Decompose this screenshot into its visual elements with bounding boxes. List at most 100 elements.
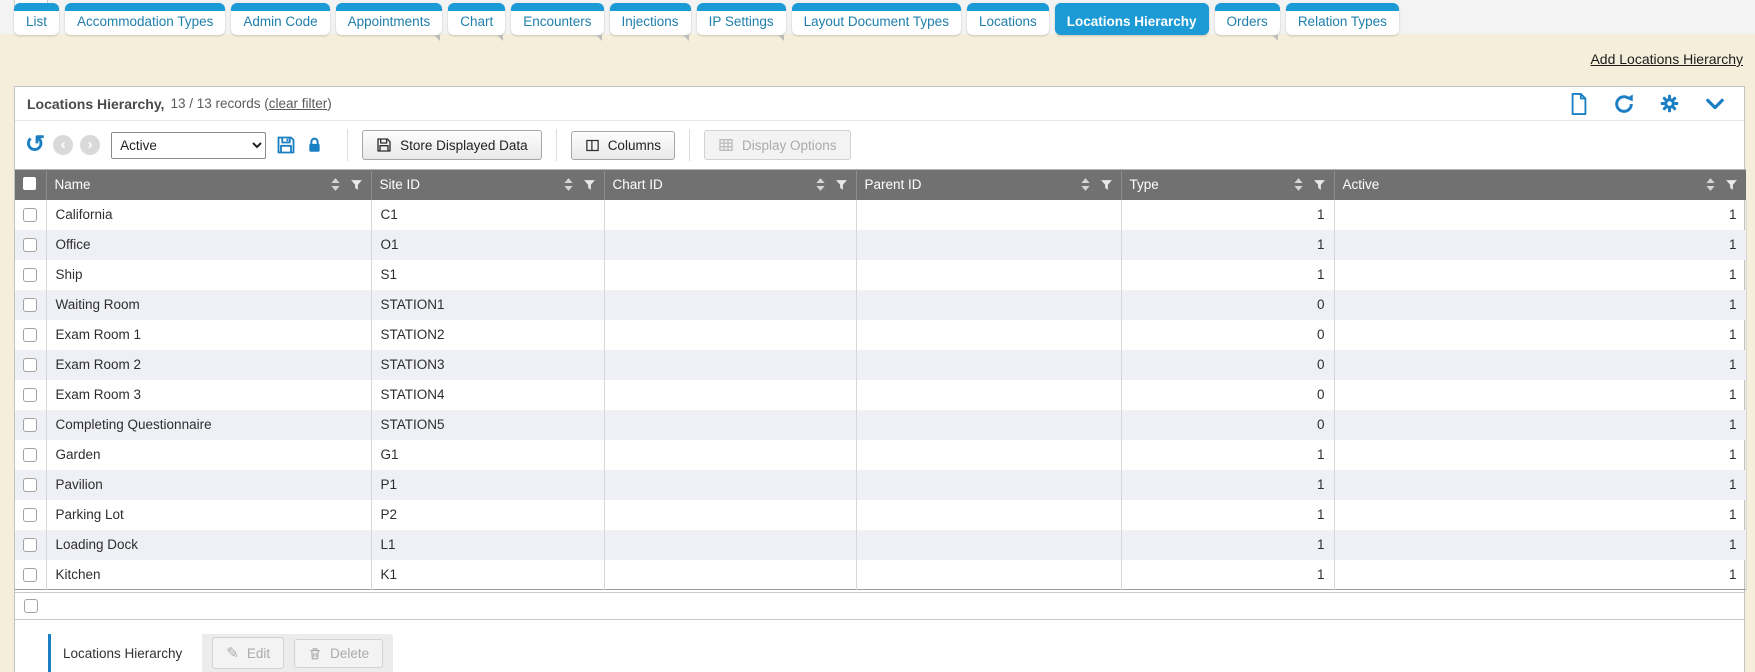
cell-type: 1: [1121, 469, 1335, 500]
submenu-indicator-icon: [777, 35, 784, 41]
detail-tab-locations-hierarchy[interactable]: Locations Hierarchy: [48, 634, 203, 672]
cell-site-id: G1: [371, 439, 605, 470]
tab-top-accent: [335, 3, 443, 11]
submenu-indicator-icon: [1271, 35, 1278, 41]
row-checkbox[interactable]: [23, 238, 38, 253]
tab-ip-settings[interactable]: IP Settings: [696, 3, 786, 41]
filter-icon[interactable]: [1725, 178, 1738, 192]
previous-page-icon[interactable]: [53, 135, 74, 155]
row-checkbox[interactable]: [23, 538, 38, 553]
tab-accommodation-types[interactable]: Accommodation Types: [65, 3, 226, 35]
cell-chart-id: [604, 199, 857, 230]
row-checkbox[interactable]: [23, 478, 38, 493]
delete-button[interactable]: Delete: [294, 638, 384, 668]
tab-top-accent: [511, 3, 604, 11]
toolbar-separator: [555, 129, 557, 161]
cell-type: 0: [1121, 319, 1335, 350]
cell-chart-id: [604, 229, 857, 260]
select-all-checkbox[interactable]: [23, 176, 36, 190]
tab-appointments[interactable]: Appointments: [335, 3, 443, 41]
cell-active: 1: [1334, 559, 1747, 590]
toolbar-separator: [347, 129, 349, 161]
row-checkbox[interactable]: [23, 358, 38, 373]
table-row: Loading Dock L1 1 1: [15, 529, 1747, 560]
cell-type: 0: [1121, 289, 1335, 320]
tab-injections[interactable]: Injections: [609, 3, 691, 41]
grid-filter-select[interactable]: Active: [111, 131, 267, 159]
add-locations-hierarchy-link[interactable]: Add Locations Hierarchy: [1590, 51, 1743, 67]
cell-site-id: STATION1: [371, 289, 605, 320]
tab-admin-code[interactable]: Admin Code: [231, 3, 330, 35]
cell-parent-id: [856, 559, 1122, 590]
columns-button[interactable]: Columns: [570, 130, 675, 160]
footer-checkbox[interactable]: [24, 599, 38, 613]
table-body: California C1 1 1 Office O1 1 1 Ship S1 …: [15, 199, 1747, 590]
row-checkbox[interactable]: [23, 448, 38, 463]
sort-icon[interactable]: [1080, 177, 1091, 192]
cell-name: Kitchen: [46, 559, 372, 590]
row-checkbox[interactable]: [23, 208, 38, 223]
column-header-active: Active: [1342, 177, 1380, 193]
undo-icon[interactable]: [25, 134, 45, 156]
tab-encounters[interactable]: Encounters: [511, 3, 604, 41]
row-checkbox[interactable]: [23, 567, 38, 582]
sort-icon[interactable]: [563, 177, 574, 192]
cell-site-id: C1: [371, 199, 605, 230]
tab-locations-hierarchy[interactable]: Locations Hierarchy: [1054, 3, 1209, 35]
locations-hierarchy-panel: Locations Hierarchy, 13 / 13 records (cl…: [14, 86, 1747, 672]
refresh-icon[interactable]: [1613, 93, 1635, 115]
display-options-button[interactable]: Display Options: [703, 130, 851, 160]
new-record-icon[interactable]: [1569, 92, 1589, 115]
cell-name: Garden: [46, 439, 372, 470]
cell-type: 0: [1121, 379, 1335, 410]
sort-icon[interactable]: [815, 177, 826, 192]
collapse-chevron-icon[interactable]: [1704, 95, 1726, 113]
filter-icon[interactable]: [583, 178, 596, 192]
gear-icon[interactable]: [1659, 93, 1680, 114]
submenu-indicator-icon: [497, 35, 504, 41]
cell-site-id: P1: [371, 469, 605, 500]
next-page-icon[interactable]: [80, 135, 101, 155]
cell-parent-id: [856, 349, 1122, 380]
tab-orders[interactable]: Orders: [1214, 3, 1280, 41]
sort-icon[interactable]: [1705, 177, 1716, 192]
cell-chart-id: [604, 499, 857, 530]
row-checkbox[interactable]: [23, 418, 38, 433]
cell-active: 1: [1334, 469, 1747, 500]
cell-active: 1: [1334, 409, 1747, 440]
lock-icon[interactable]: [305, 135, 324, 155]
row-checkbox[interactable]: [23, 328, 38, 343]
table-row: Office O1 1 1: [15, 229, 1747, 260]
filter-icon[interactable]: [1313, 178, 1326, 192]
save-view-icon[interactable]: [276, 135, 296, 155]
cell-name: Exam Room 2: [46, 349, 372, 380]
sort-icon[interactable]: [1293, 177, 1304, 192]
cell-parent-id: [856, 199, 1122, 230]
edit-button[interactable]: Edit: [212, 637, 285, 669]
sort-icon[interactable]: [330, 177, 341, 192]
cell-chart-id: [604, 559, 857, 590]
tab-top-accent: [1285, 3, 1399, 11]
cell-parent-id: [856, 259, 1122, 290]
cell-site-id: STATION4: [371, 379, 605, 410]
tab-list[interactable]: List: [14, 3, 60, 35]
row-checkbox[interactable]: [23, 508, 38, 523]
tab-locations[interactable]: Locations: [966, 3, 1049, 35]
locations-hierarchy-table: Name Site ID Chart ID Parent ID Type Act…: [15, 169, 1747, 590]
cell-active: 1: [1334, 259, 1747, 290]
clear-filter-link[interactable]: clear filter: [268, 96, 328, 111]
records-count: 13 / 13 records (: [170, 96, 269, 111]
row-checkbox[interactable]: [23, 388, 38, 403]
cell-parent-id: [856, 469, 1122, 500]
table-row: Waiting Room STATION1 0 1: [15, 289, 1747, 320]
cell-parent-id: [856, 529, 1122, 560]
row-checkbox[interactable]: [23, 268, 38, 283]
filter-icon[interactable]: [350, 178, 363, 192]
tab-relation-types[interactable]: Relation Types: [1285, 3, 1399, 35]
filter-icon[interactable]: [1100, 178, 1113, 192]
tab-layout-document-types[interactable]: Layout Document Types: [791, 3, 961, 35]
filter-icon[interactable]: [835, 178, 848, 192]
tab-chart[interactable]: Chart: [448, 3, 506, 41]
store-displayed-data-button[interactable]: Store Displayed Data: [362, 130, 542, 160]
row-checkbox[interactable]: [23, 298, 38, 313]
